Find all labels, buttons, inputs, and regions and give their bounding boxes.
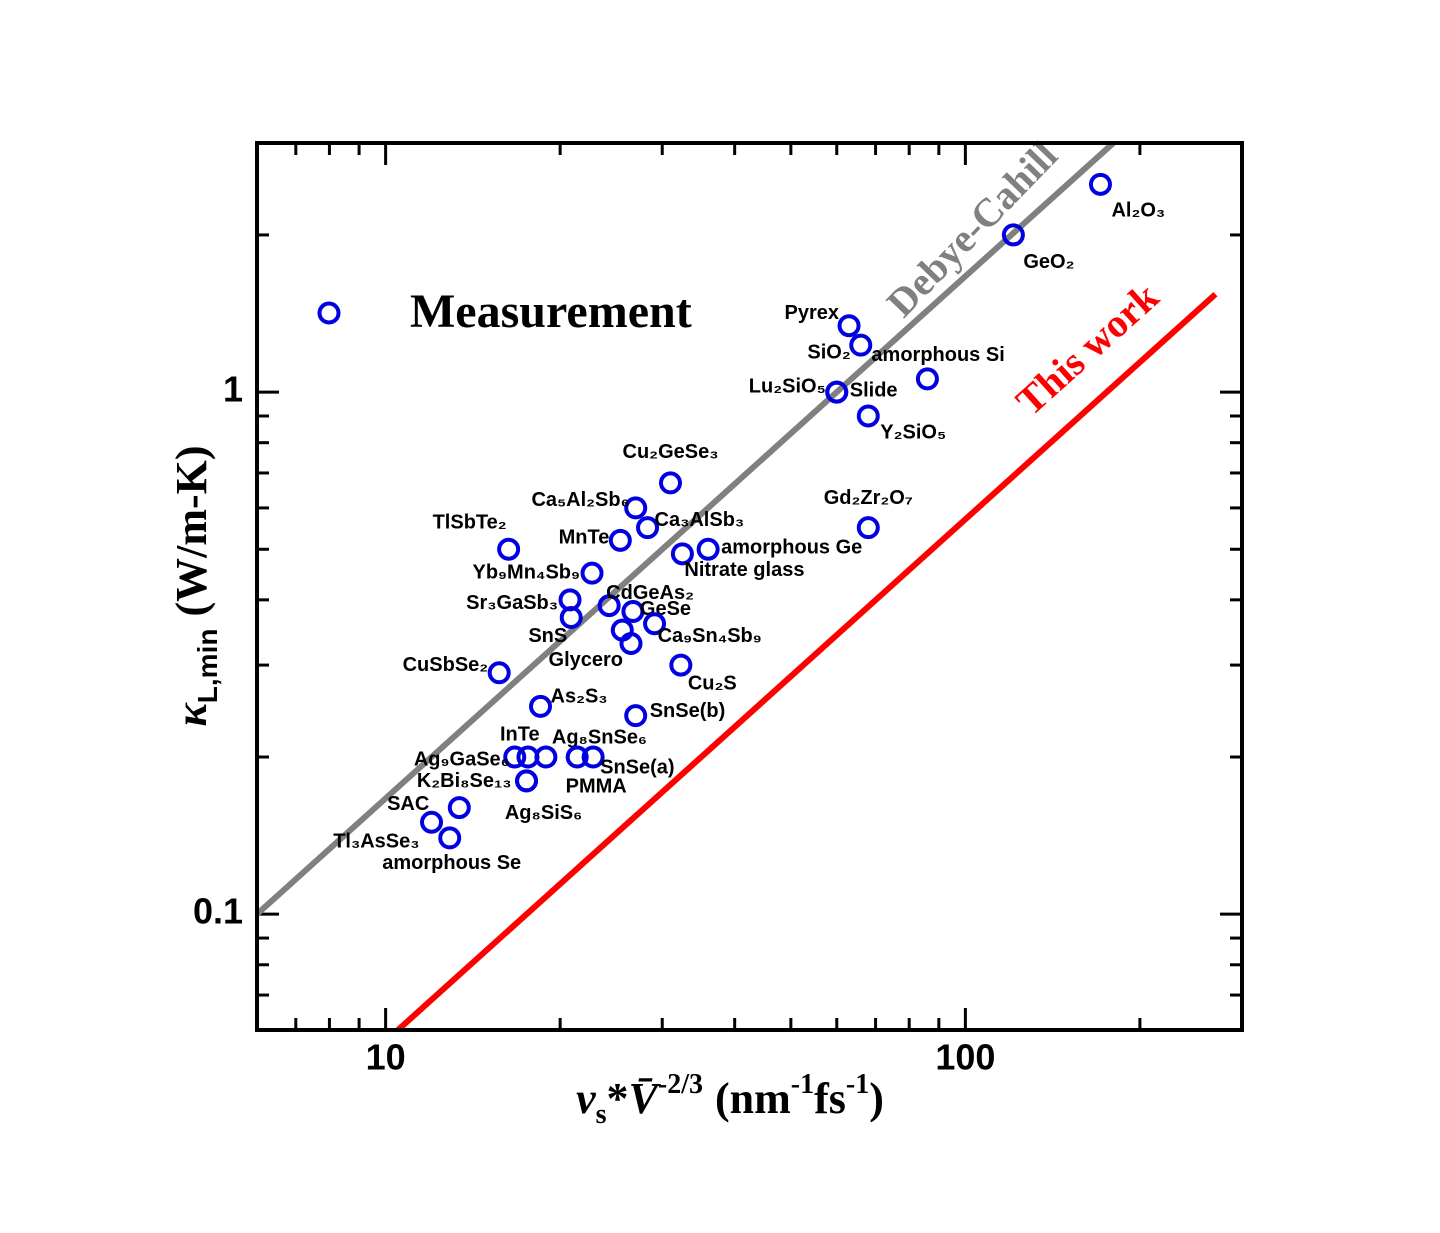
data-point xyxy=(497,537,521,561)
data-point xyxy=(534,745,558,769)
trend-line xyxy=(395,291,1218,1030)
point-label: amorphous Si xyxy=(871,344,1004,366)
y-tick-label: 1 xyxy=(223,369,243,410)
point-label: Yb₉Mn₄Sb₉ xyxy=(472,561,580,583)
data-point xyxy=(438,826,462,850)
x-tick-label: 10 xyxy=(366,1037,406,1078)
data-point xyxy=(619,631,643,655)
point-label: amorphous Ge xyxy=(721,537,862,559)
point-label: Ca₅Al₂Sb₆ xyxy=(531,489,629,511)
data-point xyxy=(581,745,605,769)
x-axis-label-part: -1 xyxy=(846,1069,869,1100)
data-point xyxy=(856,516,880,540)
point-label: SnSe(a) xyxy=(600,756,674,778)
x-axis-label: vs*V̄-2/3 (nm-1fs-1) xyxy=(576,1069,884,1130)
point-label: PMMA xyxy=(566,775,627,797)
data-point xyxy=(915,367,939,391)
point-label: Gd₂Zr₂O₇ xyxy=(824,487,913,509)
legend-marker xyxy=(317,301,341,325)
data-point xyxy=(565,745,589,769)
data-point xyxy=(856,404,880,428)
point-label: InTe xyxy=(500,723,540,745)
data-point xyxy=(670,542,694,566)
y-tick-label: 0.1 xyxy=(193,891,243,932)
y-axis-label: κL,min (W/m-K) xyxy=(167,445,223,726)
point-label: Y₂SiO₅ xyxy=(880,421,946,443)
point-label: Pyrex xyxy=(785,302,840,324)
x-tick-label: 100 xyxy=(935,1037,995,1078)
point-label: Ag₈SiS₆ xyxy=(505,802,582,824)
point-label: Ag₈SnSe₆ xyxy=(552,726,647,748)
point-label: Ag₉GaSe₆ xyxy=(414,748,510,770)
data-point xyxy=(597,594,621,618)
point-label: GeO₂ xyxy=(1023,251,1074,273)
point-label: Cu₂GeSe₃ xyxy=(623,441,719,463)
y-axis-label-part: (W/m-K) xyxy=(167,445,216,616)
point-label: Ca₉Sn₄Sb₉ xyxy=(658,625,762,647)
data-point xyxy=(529,694,553,718)
data-point xyxy=(487,661,511,685)
legend-label: Measurement xyxy=(410,285,692,338)
point-label: Cu₂S xyxy=(688,672,737,694)
point-label: As₂S₃ xyxy=(551,686,608,708)
x-axis-label-part: -2/3 xyxy=(658,1069,703,1100)
x-axis-label-part: fs xyxy=(814,1074,846,1123)
point-label: CdGeAs₂ xyxy=(606,582,694,604)
line-label: This work xyxy=(1007,273,1167,424)
point-label: Sr₃GaSb₃ xyxy=(466,592,558,614)
point-label: SAC xyxy=(387,793,429,815)
data-point xyxy=(696,537,720,561)
data-point xyxy=(608,528,632,552)
data-point xyxy=(515,769,539,793)
y-axis-label-part: κ xyxy=(167,702,216,727)
point-label: Lu₂SiO₅ xyxy=(749,375,826,397)
point-label: Nitrate glass xyxy=(684,559,804,581)
point-label: SnS xyxy=(528,625,567,647)
data-point xyxy=(837,314,861,338)
point-label: SnSe(b) xyxy=(650,700,726,722)
data-point xyxy=(621,599,645,623)
data-point xyxy=(624,704,648,728)
data-point xyxy=(1088,172,1112,196)
point-label: Glycero xyxy=(549,649,623,671)
point-label: Slide xyxy=(850,379,898,401)
data-point xyxy=(580,561,604,585)
line-label: Debye-Cahill xyxy=(878,133,1066,326)
data-point xyxy=(624,496,648,520)
point-label: SiO₂ xyxy=(807,341,850,363)
data-point xyxy=(447,796,471,820)
point-label: TlSbTe₂ xyxy=(433,512,507,534)
data-point xyxy=(1001,223,1025,247)
point-label: amorphous Se xyxy=(382,852,521,874)
point-label: MnTe xyxy=(559,527,610,549)
point-label: CuSbSe₂ xyxy=(403,654,489,676)
data-point xyxy=(636,516,660,540)
x-axis-label-part: ) xyxy=(869,1074,884,1123)
data-point xyxy=(559,606,583,630)
x-axis-label-part: s xyxy=(596,1099,607,1130)
y-axis-label-part: L,min xyxy=(192,629,223,704)
plot-frame xyxy=(255,141,1244,1032)
point-label: K₂Bi₈Se₁₃ xyxy=(417,770,512,792)
point-label: Tl₃AsSe₃ xyxy=(333,831,419,853)
data-point xyxy=(669,653,693,677)
data-point xyxy=(825,380,849,404)
x-axis-label-part: V̄ xyxy=(629,1074,662,1123)
x-axis-label-part: * xyxy=(607,1074,629,1123)
point-label: Al₂O₃ xyxy=(1111,200,1165,222)
data-point xyxy=(849,333,873,357)
data-point xyxy=(503,745,527,769)
x-axis-label-part: -1 xyxy=(791,1069,814,1100)
x-axis-label-part: v xyxy=(576,1074,596,1123)
point-label: Ca₃AlSb₃ xyxy=(655,509,745,531)
x-axis-label-part: (nm xyxy=(715,1074,791,1123)
data-point xyxy=(643,612,667,636)
data-point xyxy=(420,810,444,834)
data-point xyxy=(658,471,682,495)
trend-line xyxy=(257,143,1116,917)
